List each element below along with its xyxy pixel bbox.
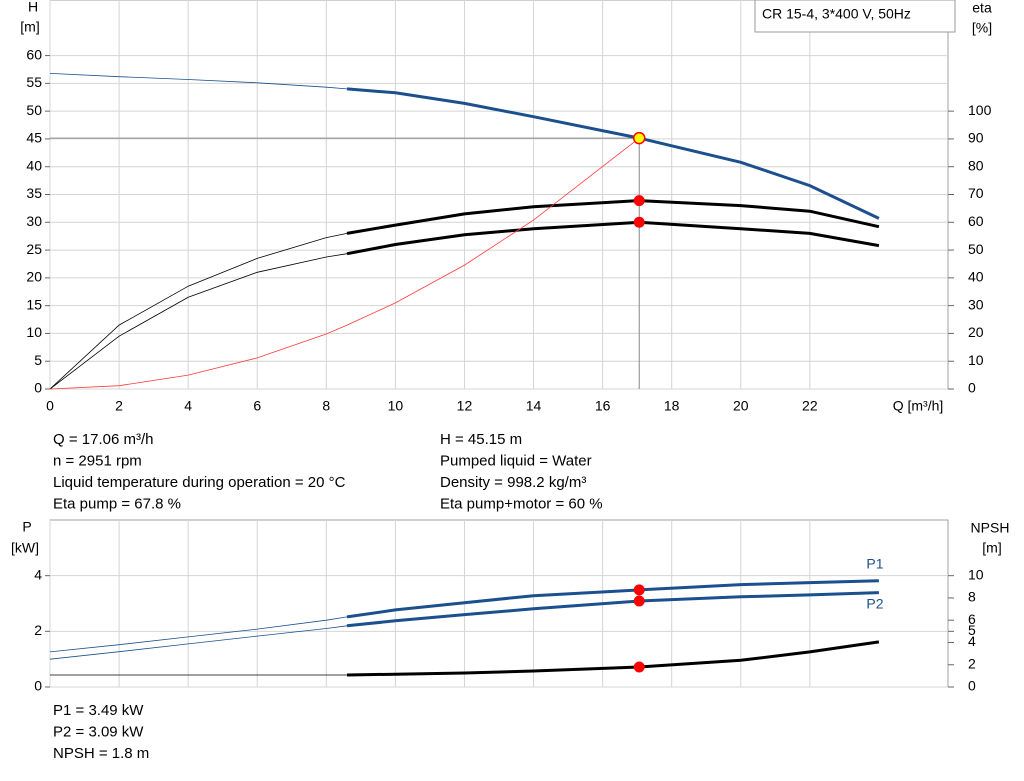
y2-tick-label: 2 bbox=[968, 655, 976, 671]
readout: P1 = 3.49 kW bbox=[53, 702, 144, 719]
curve bbox=[49, 73, 348, 90]
chart-title: CR 15-4, 3*400 V, 50Hz bbox=[762, 6, 911, 22]
y2-tick-label: 5 bbox=[968, 622, 976, 638]
x-tick-label: 2 bbox=[115, 398, 123, 414]
readout: H = 45.15 m bbox=[440, 431, 522, 448]
series-label: P1 bbox=[866, 555, 883, 571]
x-tick-label: 10 bbox=[388, 398, 404, 414]
curve bbox=[49, 233, 348, 390]
duty-marker bbox=[633, 195, 645, 207]
axis-label: H bbox=[28, 0, 38, 15]
y-tick-label: 35 bbox=[26, 185, 42, 201]
readout: P2 = 3.09 kW bbox=[53, 723, 144, 740]
y2-tick-label: 30 bbox=[968, 296, 984, 312]
curve bbox=[346, 640, 880, 677]
series-label: P2 bbox=[866, 595, 883, 611]
curve bbox=[49, 616, 348, 653]
y2-tick-label: 4 bbox=[968, 633, 976, 649]
y-tick-label: 40 bbox=[26, 157, 42, 173]
y-tick-label: 45 bbox=[26, 130, 42, 146]
x-tick-label: 0 bbox=[46, 398, 54, 414]
curve bbox=[346, 199, 880, 235]
y-tick-label: 50 bbox=[26, 102, 42, 118]
x-tick-label: 8 bbox=[322, 398, 330, 414]
curve bbox=[346, 87, 880, 220]
title-box bbox=[754, 0, 956, 33]
curve bbox=[49, 137, 640, 390]
y-tick-label: 30 bbox=[26, 213, 42, 229]
y2-tick-label: 90 bbox=[968, 130, 984, 146]
x-axis-label: Q [m³/h] bbox=[893, 398, 944, 414]
readout: NPSH = 1.8 m bbox=[53, 745, 149, 762]
y2-tick-label: 20 bbox=[968, 324, 984, 340]
curve bbox=[346, 591, 879, 628]
axis-label: [kW] bbox=[11, 540, 39, 556]
y-tick-label: 0 bbox=[34, 380, 42, 396]
curve bbox=[346, 579, 879, 619]
duty-marker bbox=[633, 216, 645, 228]
y-tick-label: 15 bbox=[26, 296, 42, 312]
readout: Pumped liquid = Water bbox=[440, 452, 592, 469]
y-tick-label: 4 bbox=[34, 566, 42, 582]
x-tick-label: 16 bbox=[595, 398, 611, 414]
axis-label: eta bbox=[972, 0, 992, 16]
axis-label: [m] bbox=[982, 540, 1001, 556]
y2-tick-label: 0 bbox=[968, 380, 976, 396]
readout: Liquid temperature during operation = 20… bbox=[53, 474, 346, 491]
y-tick-label: 55 bbox=[26, 74, 42, 90]
duty-marker bbox=[633, 595, 645, 607]
y2-tick-label: 70 bbox=[968, 185, 984, 201]
x-tick-label: 22 bbox=[802, 398, 818, 414]
duty-marker bbox=[633, 661, 645, 673]
y-tick-label: 2 bbox=[34, 622, 42, 638]
y2-tick-label: 10 bbox=[968, 352, 984, 368]
axis-label: [m] bbox=[20, 19, 39, 35]
readout: n = 2951 rpm bbox=[53, 452, 142, 469]
y-tick-label: 10 bbox=[26, 324, 42, 340]
y2-tick-label: 8 bbox=[968, 589, 976, 605]
y2-tick-label: 0 bbox=[968, 678, 976, 694]
x-tick-label: 14 bbox=[526, 398, 542, 414]
x-tick-label: 20 bbox=[733, 398, 749, 414]
axis-label: NPSH bbox=[971, 520, 1010, 536]
y2-tick-label: 60 bbox=[968, 213, 984, 229]
y-tick-label: 20 bbox=[26, 269, 42, 285]
readout: Eta pump+motor = 60 % bbox=[440, 495, 603, 512]
curve bbox=[49, 625, 348, 660]
plot-frame bbox=[49, 519, 949, 688]
readout: Eta pump = 67.8 % bbox=[53, 495, 181, 512]
y2-tick-label: 6 bbox=[968, 611, 976, 627]
duty-marker bbox=[633, 584, 645, 596]
axis-label: [%] bbox=[972, 20, 992, 36]
y-tick-label: 60 bbox=[26, 46, 42, 62]
y2-tick-label: 50 bbox=[968, 241, 984, 257]
y-tick-label: 25 bbox=[26, 241, 42, 257]
readout: Density = 998.2 kg/m³ bbox=[440, 474, 586, 491]
y2-tick-label: 100 bbox=[968, 102, 992, 118]
y2-tick-label: 80 bbox=[968, 157, 984, 173]
duty-marker bbox=[632, 131, 646, 145]
axis-label: P bbox=[22, 519, 31, 535]
curve bbox=[346, 220, 880, 256]
curve bbox=[49, 253, 348, 390]
x-tick-label: 12 bbox=[457, 398, 473, 414]
readout: Q = 17.06 m³/h bbox=[53, 431, 153, 448]
x-tick-label: 6 bbox=[253, 398, 261, 414]
y-tick-label: 5 bbox=[34, 352, 42, 368]
y2-tick-label: 40 bbox=[968, 269, 984, 285]
y-tick-label: 0 bbox=[34, 678, 42, 694]
y2-tick-label: 10 bbox=[968, 566, 984, 582]
x-tick-label: 18 bbox=[664, 398, 680, 414]
x-tick-label: 4 bbox=[184, 398, 192, 414]
